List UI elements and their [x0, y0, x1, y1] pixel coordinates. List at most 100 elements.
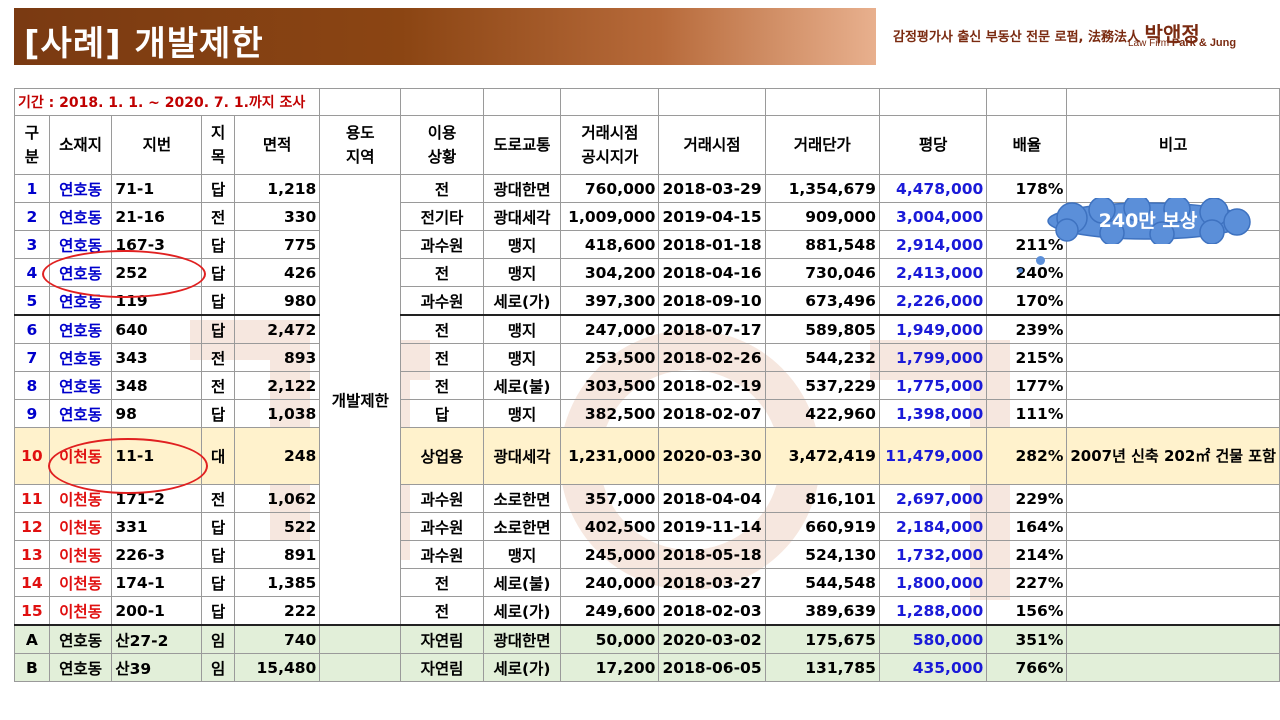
cell-ratio: 215% — [986, 343, 1068, 372]
cell-road: 세로(가) — [482, 596, 562, 626]
cell-note: 2007년 신축 202㎡ 건물 포함 — [1066, 427, 1280, 485]
cell-price: 240,000 — [560, 568, 660, 597]
cell-unit: 881,548 — [764, 230, 880, 259]
cell-jibun: 331 — [111, 512, 203, 541]
cell-ratio: 240% — [986, 258, 1068, 287]
table-row: 5 연호동 119 답 980 과수원 세로(가) 397,300 2018-09-10 673,… — [14, 286, 1280, 316]
cell-unit: 131,785 — [764, 653, 880, 682]
cell-unit: 730,046 — [764, 258, 880, 287]
cell-no: 10 — [14, 427, 50, 485]
cell-price: 304,200 — [560, 258, 660, 287]
cell-jimok: 전 — [201, 202, 235, 231]
cell-use: 전 — [400, 343, 484, 372]
cell-road: 맹지 — [482, 258, 562, 287]
cell-area: 15,480 — [233, 653, 321, 682]
cell-no: 4 — [14, 258, 50, 287]
cell-unit: 175,675 — [764, 624, 880, 654]
cell-road: 세로(가) — [482, 653, 562, 682]
cell-area: 891 — [233, 540, 321, 569]
cell-ratio: 282% — [986, 427, 1068, 485]
cell-price: 249,600 — [560, 596, 660, 626]
cell-loc: 연호동 — [48, 624, 113, 654]
table-row: 7 연호동 343 전 893 전 맹지 253,500 2018-02-26 544,232 1,… — [14, 343, 1280, 372]
cell-road: 광대세각 — [482, 427, 562, 485]
cell-note — [1066, 314, 1280, 344]
cell-jimok: 답 — [201, 540, 235, 569]
cell-price: 402,500 — [560, 512, 660, 541]
cell-price: 1,231,000 — [560, 427, 660, 485]
cell-date: 2018-02-26 — [658, 343, 766, 372]
table-row: 4 연호동 252 답 426 전 맹지 304,200 2018-04-16 730,046 2,… — [14, 258, 1280, 287]
cell-no: B — [14, 653, 50, 682]
cell-ratio: 177% — [986, 371, 1068, 400]
brand-sub-prefix: Law Firm — [1128, 38, 1170, 49]
cell-jimok: 답 — [201, 286, 235, 316]
callout-cloud — [1047, 198, 1251, 244]
header-cell: 거래시점 — [658, 115, 766, 175]
cell-no: 2 — [14, 202, 50, 231]
brand-sub-name: Park & Jung — [1171, 37, 1237, 49]
cell-area: 980 — [233, 286, 321, 316]
cell-jimok: 전 — [201, 343, 235, 372]
header-cell: 면적 — [233, 115, 321, 175]
cell-pyeong: 1,800,000 — [878, 568, 988, 597]
cell-note — [1066, 540, 1280, 569]
cell-area: 222 — [233, 596, 321, 626]
header-cell: 도로교통 — [482, 115, 562, 175]
cell-jibun: 119 — [111, 286, 203, 316]
cell-jimok: 답 — [201, 314, 235, 344]
table-row: 12 이천동 331 답 522 과수원 소로한면 402,500 2019-11-14 660,… — [14, 512, 1280, 541]
cell-loc: 연호동 — [48, 258, 113, 287]
cell-jibun: 174-1 — [111, 568, 203, 597]
cell-date: 2018-01-18 — [658, 230, 766, 259]
cell-ratio: 766% — [986, 653, 1068, 682]
brand-subtitle: Law Firm Park & Jung — [1128, 37, 1236, 49]
period-row: 기간 : 2018. 1. 1. ~ 2020. 7. 1.까지 조사 — [13, 88, 1280, 116]
cell-pyeong: 4,478,000 — [878, 174, 988, 203]
cell-no: 14 — [14, 568, 50, 597]
cell-loc: 연호동 — [48, 286, 113, 316]
page-title: [사례] 개발제한 — [24, 24, 264, 64]
cell-road: 맹지 — [482, 230, 562, 259]
cell-jibun: 200-1 — [111, 596, 203, 626]
cell-price: 382,500 — [560, 399, 660, 428]
cell-date: 2018-07-17 — [658, 314, 766, 344]
cell-ratio: 239% — [986, 314, 1068, 344]
table-row: 9 연호동 98 답 1,038 답 맹지 382,500 2018-02-07 422,960 1… — [14, 399, 1280, 428]
cell-price: 247,000 — [560, 314, 660, 344]
cell-unit: 816,101 — [764, 484, 880, 513]
cell-ratio: 156% — [986, 596, 1068, 626]
cell-road: 세로(불) — [482, 568, 562, 597]
zoning-cell: 개발제한 — [319, 174, 402, 626]
cell-date: 2018-09-10 — [658, 286, 766, 316]
cell-jibun: 산39 — [111, 653, 203, 682]
title-bar: [사례] 개발제한 — [14, 8, 876, 65]
cell-jibun: 산27-2 — [111, 624, 203, 654]
brand-logo: 감정평가사 출신 부동산 전문 로펌, 法務法人 박앤정 — [893, 18, 1200, 47]
cell-loc: 이천동 — [48, 540, 113, 569]
cell-use: 과수원 — [400, 286, 484, 316]
cell-jibun: 71-1 — [111, 174, 203, 203]
brand-name: 박앤정 — [1144, 22, 1200, 46]
cell-no: 1 — [14, 174, 50, 203]
cell-no: 13 — [14, 540, 50, 569]
cell-price: 245,000 — [560, 540, 660, 569]
cell-use: 전 — [400, 568, 484, 597]
cell-jibun: 167-3 — [111, 230, 203, 259]
cell-road: 광대한면 — [482, 174, 562, 203]
cell-area: 1,218 — [233, 174, 321, 203]
cell-use: 전 — [400, 314, 484, 344]
cell-date: 2019-11-14 — [658, 512, 766, 541]
cell-unit: 524,130 — [764, 540, 880, 569]
header-cell: 용도 지역 — [319, 115, 402, 175]
cell-no: 8 — [14, 371, 50, 400]
cell-area: 2,122 — [233, 371, 321, 400]
table-row: 13 이천동 226-3 답 891 과수원 맹지 245,000 2018-05-18 524,… — [14, 540, 1280, 569]
header-cell: 비고 — [1066, 115, 1280, 175]
header-cell: 소재지 — [48, 115, 113, 175]
cell-jimok: 전 — [201, 371, 235, 400]
table-row: 14 이천동 174-1 답 1,385 전 세로(불) 240,000 2018-03-27 5… — [14, 568, 1280, 597]
cell-area: 1,062 — [233, 484, 321, 513]
cell-note — [1066, 596, 1280, 626]
cell-ratio: 229% — [986, 484, 1068, 513]
